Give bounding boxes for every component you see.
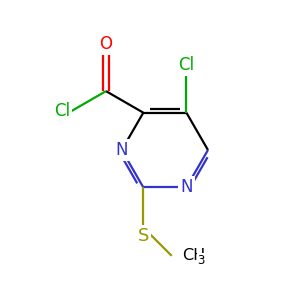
Text: S: S [138,227,149,245]
Text: Cl: Cl [178,56,194,74]
Text: Cl: Cl [54,102,70,120]
Text: 3: 3 [197,254,205,267]
Text: N: N [180,178,193,196]
Text: CH: CH [182,248,205,263]
Text: O: O [100,35,112,53]
Text: N: N [116,141,128,159]
